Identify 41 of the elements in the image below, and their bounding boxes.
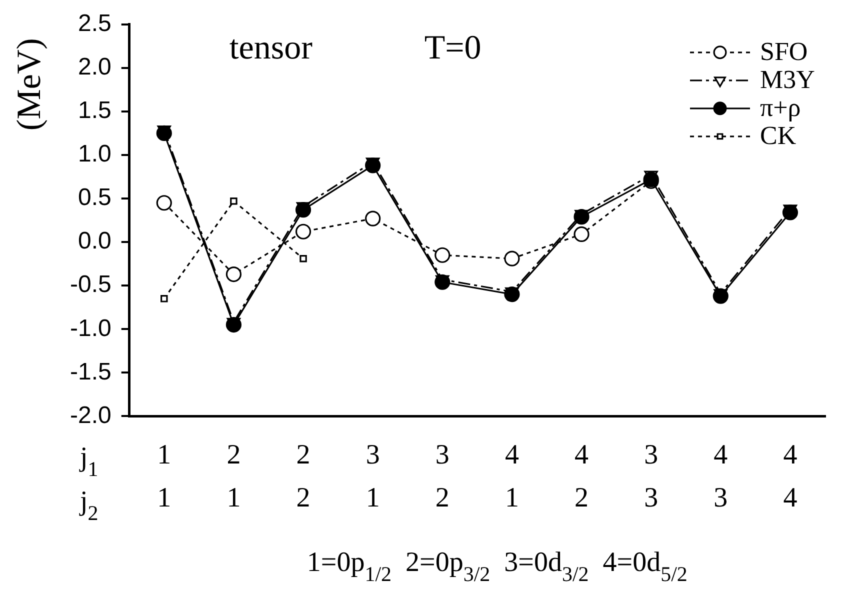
point [295,202,312,218]
x-tick-label: 2 2 [296,439,310,514]
x-tick-label: 3 1 [366,439,380,514]
point [504,250,520,266]
y-tick-label: -1.5 [70,358,112,386]
point [160,295,168,302]
x-tick-label: 4 4 [783,439,798,514]
x-tick-label: 1 1 [157,439,172,514]
x-tick-label: 3 2 [435,439,450,514]
legend-label: SFO [760,37,808,66]
y-tick-label: 2.5 [78,10,112,38]
point [226,266,242,282]
y-axis-title: (MeV) [11,38,48,131]
y-tick-label: -0.5 [70,271,112,298]
legend-label: π+ρ [760,93,801,122]
point [156,125,172,142]
y-tick-label: 1.5 [78,97,112,124]
point [434,247,450,263]
point [574,226,590,242]
point [230,198,238,205]
y-tick-label: 1.0 [78,140,112,168]
point [156,195,172,211]
y-tick-label: 2.0 [78,54,112,81]
y-tick-label: -2.0 [70,402,112,429]
point [300,254,307,262]
point [295,224,312,240]
chart-subtitle: T=0 [424,29,482,66]
legend-label: M3Y [760,65,816,94]
legend-label: CK [760,121,796,150]
x-tick-label: 4 1 [504,439,519,514]
point [365,210,381,226]
point [782,204,798,220]
x-tick-label: 2 1 [226,439,241,514]
y-tick-label: 0.5 [78,184,112,212]
y-tick-label: 0.0 [78,228,112,255]
x-tick-label: 3 3 [644,439,658,514]
chart-title: tensor [229,29,314,66]
point [365,158,381,174]
y-tick-label: -1.0 [70,314,112,342]
x-tick-label: 4 3 [714,439,728,514]
x-tick-label: 4 2 [574,439,589,514]
